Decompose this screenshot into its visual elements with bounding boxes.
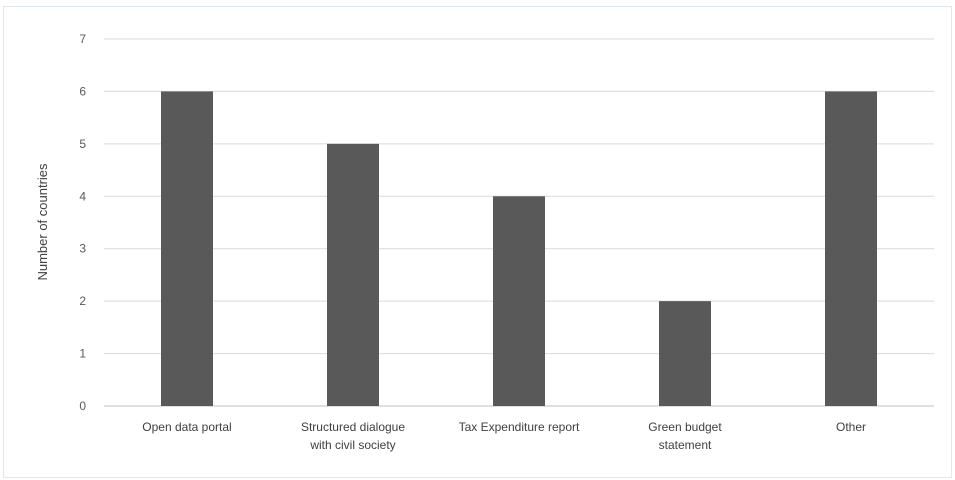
bar [327,143,379,406]
y-tick-label: 4 [79,189,86,203]
x-category-label: Open data portal [142,420,231,434]
bars [161,91,877,406]
bar [825,91,877,406]
x-category-label: Structured dialogue with civil society [301,420,405,452]
bar [493,196,545,406]
y-tick-label: 7 [79,32,86,46]
y-tick-label: 5 [79,137,86,151]
bar [161,91,213,406]
y-tick-label: 2 [79,294,86,308]
y-tick-label: 3 [79,242,86,256]
y-axis-ticks: 0 1 2 3 4 5 6 7 [79,32,86,413]
y-tick-label: 1 [79,347,86,361]
x-category-label: Other [836,420,866,434]
y-tick-label: 0 [79,399,86,413]
x-axis-categories: Open data portal Structured dialogue with … [142,420,866,452]
x-category-label: Green budget statement [648,420,722,452]
x-category-label: Tax Expenditure report [459,420,580,434]
y-axis-title: Number of countries [35,163,50,281]
bar [659,301,711,406]
y-tick-label: 6 [79,84,86,98]
